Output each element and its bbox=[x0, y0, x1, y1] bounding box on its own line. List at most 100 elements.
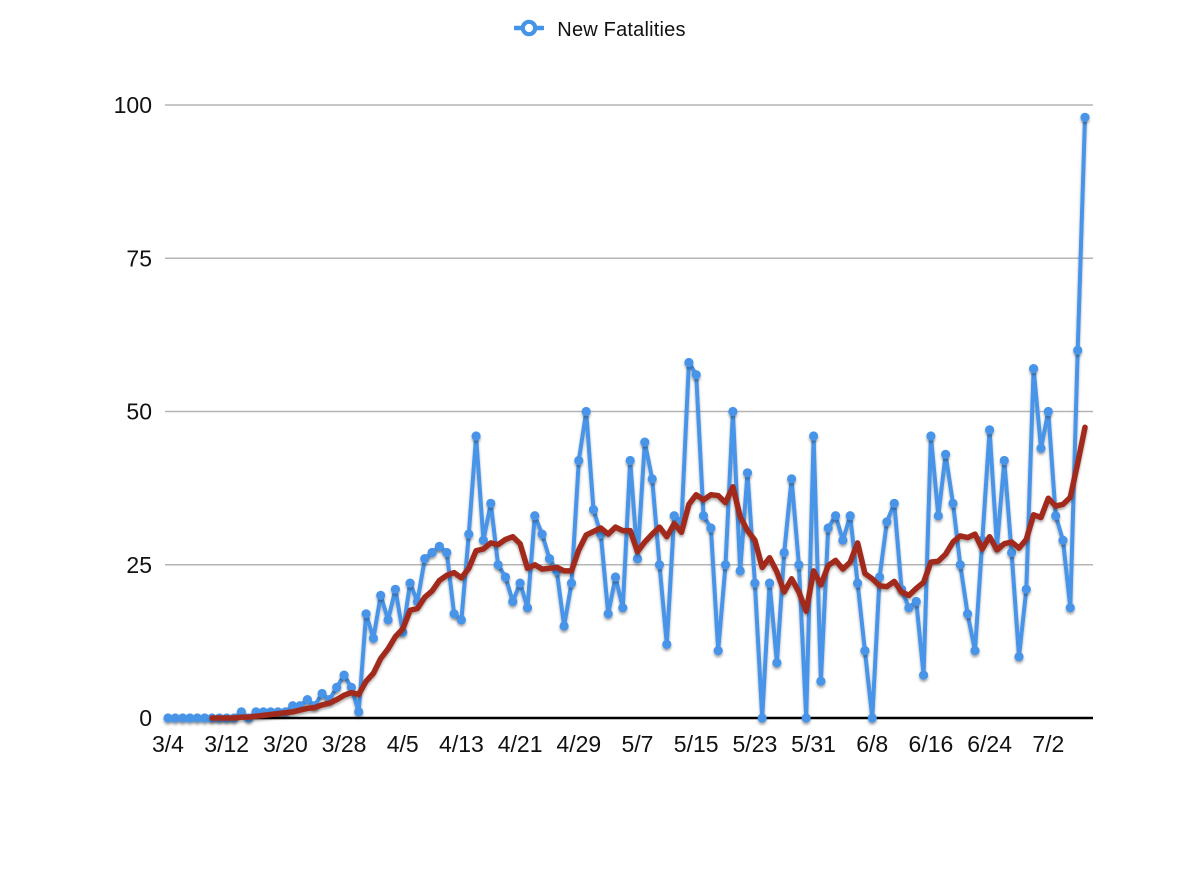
data-point bbox=[735, 566, 745, 576]
data-point bbox=[794, 560, 804, 570]
data-point bbox=[163, 713, 173, 723]
data-point bbox=[603, 609, 613, 619]
data-point bbox=[192, 713, 202, 723]
data-point bbox=[493, 560, 503, 570]
data-point bbox=[588, 505, 599, 515]
data-point bbox=[853, 578, 863, 588]
chart-legend: New Fatalities bbox=[0, 18, 1200, 43]
data-point bbox=[728, 406, 738, 417]
data-point bbox=[574, 455, 584, 466]
x-axis-tick-label: 3/4 bbox=[152, 731, 184, 757]
data-point bbox=[530, 511, 540, 521]
data-point bbox=[1073, 345, 1083, 355]
data-point bbox=[170, 713, 180, 723]
data-point bbox=[486, 498, 496, 508]
data-point bbox=[647, 474, 657, 484]
data-point bbox=[904, 603, 914, 613]
x-axis-tick-label: 4/21 bbox=[498, 731, 543, 757]
data-point bbox=[618, 603, 628, 613]
data-point bbox=[823, 523, 833, 533]
data-point bbox=[405, 578, 415, 588]
x-axis-tick-label: 3/28 bbox=[322, 731, 367, 757]
data-point bbox=[390, 584, 400, 594]
data-point bbox=[955, 560, 965, 570]
y-axis-tick-label: 50 bbox=[126, 399, 152, 425]
data-point bbox=[236, 707, 246, 717]
data-point bbox=[809, 431, 819, 441]
data-point bbox=[566, 578, 577, 588]
x-axis-tick-label: 5/31 bbox=[791, 731, 836, 757]
data-point bbox=[610, 572, 621, 582]
data-point bbox=[1029, 364, 1039, 374]
data-point bbox=[742, 468, 753, 478]
series-new-fatalities-markers bbox=[163, 112, 1090, 723]
data-point bbox=[317, 688, 327, 699]
data-point bbox=[882, 517, 892, 527]
data-point bbox=[522, 603, 533, 613]
x-axis-tick-label: 4/13 bbox=[439, 731, 484, 757]
series-trend-line bbox=[209, 424, 1088, 721]
data-point bbox=[1036, 443, 1046, 453]
x-axis-tick-label: 3/20 bbox=[263, 731, 308, 757]
data-point bbox=[941, 449, 951, 459]
data-point bbox=[706, 523, 716, 533]
x-axis-tick-label: 7/2 bbox=[1032, 731, 1064, 757]
data-point bbox=[1007, 547, 1017, 558]
data-point bbox=[999, 455, 1009, 466]
data-point bbox=[376, 590, 386, 601]
data-point bbox=[765, 578, 775, 588]
data-point bbox=[1080, 112, 1090, 122]
data-point bbox=[970, 646, 980, 656]
data-point bbox=[654, 560, 665, 570]
data-point bbox=[963, 609, 973, 619]
data-point bbox=[713, 646, 723, 656]
data-point bbox=[449, 609, 459, 619]
data-point bbox=[779, 547, 789, 558]
data-point bbox=[368, 633, 378, 643]
data-point bbox=[919, 670, 929, 680]
data-point bbox=[1051, 511, 1061, 521]
y-axis-tick-label: 75 bbox=[126, 245, 152, 271]
x-axis-tick-label: 4/5 bbox=[387, 731, 419, 757]
data-point bbox=[985, 425, 995, 435]
x-axis-tick-label: 5/7 bbox=[622, 731, 654, 757]
data-point bbox=[478, 535, 488, 545]
data-point bbox=[801, 713, 811, 723]
y-axis-tick-label: 100 bbox=[114, 92, 152, 118]
legend-marker-icon bbox=[513, 18, 546, 43]
data-point bbox=[926, 431, 936, 441]
x-axis-tick-label: 5/23 bbox=[732, 731, 777, 757]
data-point bbox=[346, 682, 356, 693]
data-point bbox=[625, 455, 635, 466]
data-point bbox=[339, 670, 349, 680]
data-point bbox=[420, 554, 430, 564]
data-point bbox=[948, 498, 958, 508]
data-point bbox=[1043, 406, 1053, 417]
data-point bbox=[875, 572, 885, 582]
data-point bbox=[640, 437, 650, 447]
x-axis-tick-label: 3/12 bbox=[204, 731, 249, 757]
data-point bbox=[933, 511, 943, 521]
data-point bbox=[464, 529, 474, 539]
data-point bbox=[383, 615, 393, 625]
data-point bbox=[691, 370, 701, 380]
data-point bbox=[787, 474, 797, 484]
data-point bbox=[831, 511, 841, 521]
data-point bbox=[500, 572, 511, 582]
y-axis-tick-label: 25 bbox=[126, 552, 152, 578]
data-point bbox=[544, 554, 555, 564]
data-point bbox=[757, 713, 767, 723]
data-point bbox=[684, 357, 694, 368]
data-point bbox=[515, 578, 525, 588]
data-point bbox=[911, 596, 921, 607]
x-axis-tick-label: 4/29 bbox=[556, 731, 601, 757]
data-point bbox=[508, 596, 518, 607]
x-axis-tick-label: 6/8 bbox=[856, 731, 888, 757]
data-point bbox=[581, 406, 591, 417]
data-point bbox=[860, 646, 870, 656]
data-point bbox=[867, 713, 877, 723]
data-point bbox=[669, 511, 679, 521]
x-axis-tick-label: 6/16 bbox=[909, 731, 954, 757]
data-point bbox=[471, 431, 481, 441]
